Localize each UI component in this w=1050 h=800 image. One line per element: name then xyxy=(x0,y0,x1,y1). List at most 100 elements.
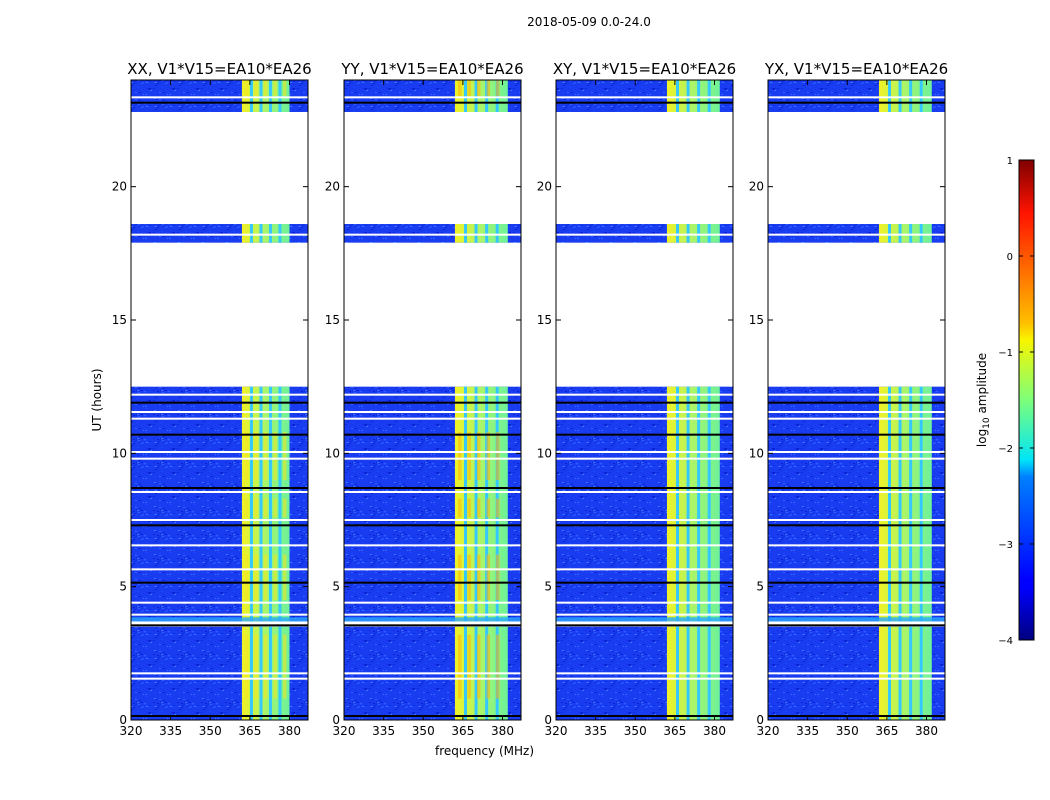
signal-band xyxy=(878,80,932,112)
hot-patch xyxy=(476,498,481,518)
hot-patch xyxy=(282,432,287,480)
channel-divider xyxy=(697,386,701,622)
x-tick-label: 380 xyxy=(703,724,726,738)
time-gap-line xyxy=(344,487,521,489)
channel-divider xyxy=(464,80,468,112)
time-gap-line xyxy=(768,519,945,521)
signal-band xyxy=(241,224,290,243)
time-gap-line xyxy=(131,715,308,717)
time-gap-line xyxy=(131,487,308,489)
time-gap-line xyxy=(131,96,308,99)
hot-patch xyxy=(254,554,258,600)
channel-divider xyxy=(249,80,253,112)
panel-title: YY, V1*V15=EA10*EA26 xyxy=(340,60,523,78)
signal-band xyxy=(454,386,508,622)
channel-divider xyxy=(919,386,923,622)
x-tick-label: 335 xyxy=(159,724,182,738)
time-gap-line xyxy=(131,401,308,404)
hot-patch xyxy=(467,634,471,699)
hot-patch xyxy=(457,554,462,600)
time-gap-line xyxy=(556,581,733,584)
time-gap-line xyxy=(556,613,733,616)
time-gap-line xyxy=(344,544,521,547)
time-gap-line xyxy=(344,417,521,420)
time-gap-line xyxy=(556,451,733,453)
time-gap-line xyxy=(131,601,308,604)
channel-divider xyxy=(259,80,263,112)
time-gap-line xyxy=(556,417,733,420)
channel-divider xyxy=(686,224,690,243)
channel-divider xyxy=(707,80,711,112)
time-gap-line xyxy=(344,101,521,104)
y-tick-label: 5 xyxy=(544,580,552,594)
cyan-stripe xyxy=(556,617,733,622)
hot-patch xyxy=(263,634,268,699)
y-tick-label: 0 xyxy=(756,713,764,727)
hot-patch xyxy=(263,432,268,480)
hot-patch xyxy=(244,432,249,480)
time-gap-line xyxy=(344,519,521,521)
signal-band xyxy=(666,386,720,622)
channel-divider xyxy=(495,224,499,243)
time-gap-line xyxy=(768,491,945,493)
hot-patch xyxy=(263,80,268,96)
time-gap-line xyxy=(131,233,308,236)
time-gap-line xyxy=(768,233,945,236)
time-gap-line xyxy=(768,433,945,436)
y-tick-label: 5 xyxy=(756,580,764,594)
time-gap-line xyxy=(344,568,521,571)
time-gap-line xyxy=(556,401,733,404)
x-tick-label: 365 xyxy=(238,724,261,738)
time-gap-line xyxy=(131,544,308,547)
channel-divider xyxy=(474,80,478,112)
signal-band xyxy=(666,224,720,243)
hot-patch xyxy=(244,80,249,96)
channel-divider xyxy=(278,386,282,622)
time-gap-line xyxy=(344,457,521,460)
y-tick-label: 15 xyxy=(749,313,764,327)
hot-patch xyxy=(244,498,249,518)
time-gap-line xyxy=(131,524,308,527)
time-gap-line xyxy=(131,677,308,680)
hot-patch xyxy=(282,634,287,699)
hot-patch xyxy=(457,498,462,518)
panel-title: XY, V1*V15=EA10*EA26 xyxy=(553,60,736,78)
colorbar-ticks: −4 −3 −2 −1 0 1 xyxy=(998,156,1034,647)
channel-divider xyxy=(898,386,902,622)
colorbar-label: log10 amplitude xyxy=(975,353,992,447)
channel-divider xyxy=(464,224,468,243)
channel-divider xyxy=(697,80,701,112)
channel-divider xyxy=(259,386,263,622)
time-gap-line xyxy=(556,491,733,493)
y-tick-label: 10 xyxy=(325,446,340,460)
time-gap-line xyxy=(556,715,733,717)
time-gap-line xyxy=(556,393,733,396)
hot-patch xyxy=(486,634,490,699)
cyan-stripe xyxy=(768,617,945,622)
time-gap-line xyxy=(556,568,733,571)
hot-patch xyxy=(282,498,287,518)
channel-divider xyxy=(898,80,902,112)
y-tick-label: 5 xyxy=(119,580,127,594)
time-gap-line xyxy=(768,672,945,675)
time-gap-line xyxy=(556,601,733,604)
x-tick-label: 320 xyxy=(757,724,780,738)
cyan-stripe xyxy=(131,617,308,622)
hot-patch xyxy=(495,498,500,518)
channel-divider xyxy=(697,224,701,243)
colorbar-tick-label: −1 xyxy=(998,348,1013,359)
y-tick-label: 15 xyxy=(325,313,340,327)
time-gap-line xyxy=(344,581,521,584)
time-gap-line xyxy=(768,677,945,680)
y-tick-label: 15 xyxy=(537,313,552,327)
y-tick-label: 0 xyxy=(119,713,127,727)
colorbar-tick-label: 1 xyxy=(1007,156,1013,167)
time-gap-line xyxy=(768,96,945,99)
hot-patch xyxy=(263,554,268,600)
time-gap-line xyxy=(131,581,308,584)
channel-divider xyxy=(888,386,892,622)
hot-patch xyxy=(254,498,258,518)
channel-divider xyxy=(919,224,923,243)
channel-divider xyxy=(919,80,923,112)
